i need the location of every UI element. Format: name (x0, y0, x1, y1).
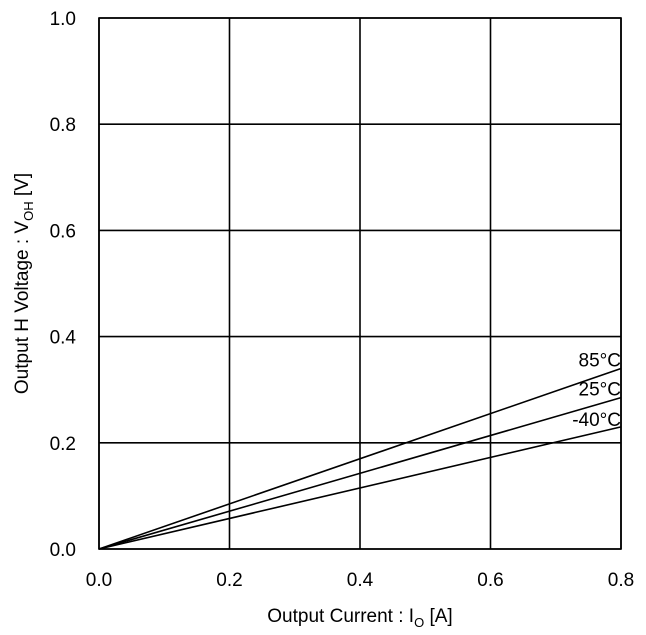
y-axis-title-subscript: OH (21, 201, 36, 221)
x-tick-label: 0.0 (86, 570, 112, 591)
y-axis-title: Output H Voltage : VOH [V] (12, 173, 36, 394)
y-tick-label: 0.0 (50, 540, 76, 561)
x-axis-title-main: Output Current : I (267, 606, 414, 627)
series-label: -40°C (572, 410, 621, 431)
y-tick-label: 0.2 (50, 434, 76, 455)
series-label: 25°C (579, 380, 621, 401)
y-tick-label: 0.4 (50, 328, 77, 349)
x-tick-label: 0.4 (347, 570, 374, 591)
series-line (98, 396, 622, 550)
plot-area-frame (98, 17, 622, 550)
series-line (98, 367, 622, 550)
y-tick-label: 1.0 (50, 9, 76, 30)
y-axis-title-main: Output H Voltage : V (12, 221, 33, 395)
x-axis-title-subscript: O (414, 615, 424, 630)
y-axis-title-unit: [V] (12, 173, 33, 202)
series-line (98, 426, 622, 550)
y-tick-label: 0.6 (50, 221, 76, 242)
grid (98, 17, 622, 550)
x-axis-title: Output Current : IO [A] (267, 606, 452, 630)
y-tick-label: 0.8 (50, 115, 76, 136)
x-tick-label: 0.2 (216, 570, 242, 591)
x-axis-tick-labels: 0.0 0.2 0.4 0.6 0.8 (86, 570, 634, 591)
series-label: 85°C (579, 350, 621, 371)
y-axis-tick-labels: 0.0 0.2 0.4 0.6 0.8 1.0 (50, 9, 77, 561)
x-axis-title-unit: [A] (424, 606, 453, 627)
x-tick-label: 0.6 (477, 570, 503, 591)
x-tick-label: 0.8 (608, 570, 634, 591)
series-lines: 85°C 25°C -40°C (98, 350, 622, 550)
